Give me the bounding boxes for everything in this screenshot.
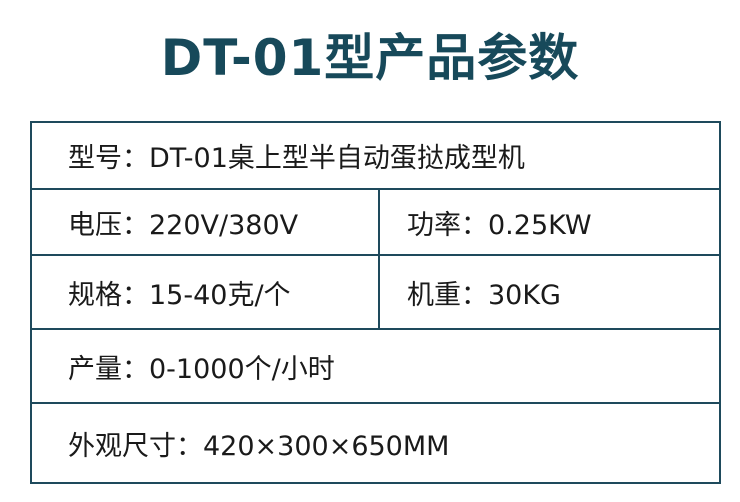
table-row: 电压：220V/380V 功率：0.25KW bbox=[30, 188, 721, 256]
output-cell: 产量：0-1000个/小时 bbox=[30, 328, 721, 404]
dimensions-cell: 外观尺寸：420×300×650MM bbox=[30, 402, 721, 484]
spec-label: 规格： bbox=[68, 279, 149, 311]
dimensions-value: 420×300×650MM bbox=[203, 430, 450, 462]
table-row: 型号：DT-01桌上型半自动蛋挞成型机 bbox=[30, 121, 721, 190]
weight-label: 机重： bbox=[407, 279, 488, 311]
model-value: DT-01桌上型半自动蛋挞成型机 bbox=[149, 143, 525, 174]
power-value: 0.25KW bbox=[488, 209, 592, 241]
output-value: 0-1000个/小时 bbox=[149, 353, 335, 385]
page-title: DT-01型产品参数 bbox=[160, 29, 580, 87]
table-row: 规格：15-40克/个 机重：30KG bbox=[30, 254, 721, 330]
spec-cell: 规格：15-40克/个 bbox=[30, 254, 380, 330]
power-label: 功率： bbox=[407, 209, 488, 241]
model-cell: 型号：DT-01桌上型半自动蛋挞成型机 bbox=[30, 121, 721, 190]
output-label: 产量： bbox=[68, 353, 149, 385]
weight-value: 30KG bbox=[488, 279, 561, 311]
voltage-cell: 电压：220V/380V bbox=[30, 188, 380, 256]
voltage-value: 220V/380V bbox=[149, 209, 299, 241]
table-row: 外观尺寸：420×300×650MM bbox=[30, 402, 721, 484]
power-cell: 功率：0.25KW bbox=[378, 188, 721, 256]
table-row: 产量：0-1000个/小时 bbox=[30, 328, 721, 404]
model-label: 型号： bbox=[68, 143, 149, 174]
voltage-label: 电压： bbox=[68, 209, 149, 241]
spec-value: 15-40克/个 bbox=[149, 279, 291, 311]
spec-table: 型号：DT-01桌上型半自动蛋挞成型机 电压：220V/380V 功率：0.25K… bbox=[30, 121, 721, 484]
dimensions-label: 外观尺寸： bbox=[68, 430, 203, 462]
weight-cell: 机重：30KG bbox=[378, 254, 721, 330]
